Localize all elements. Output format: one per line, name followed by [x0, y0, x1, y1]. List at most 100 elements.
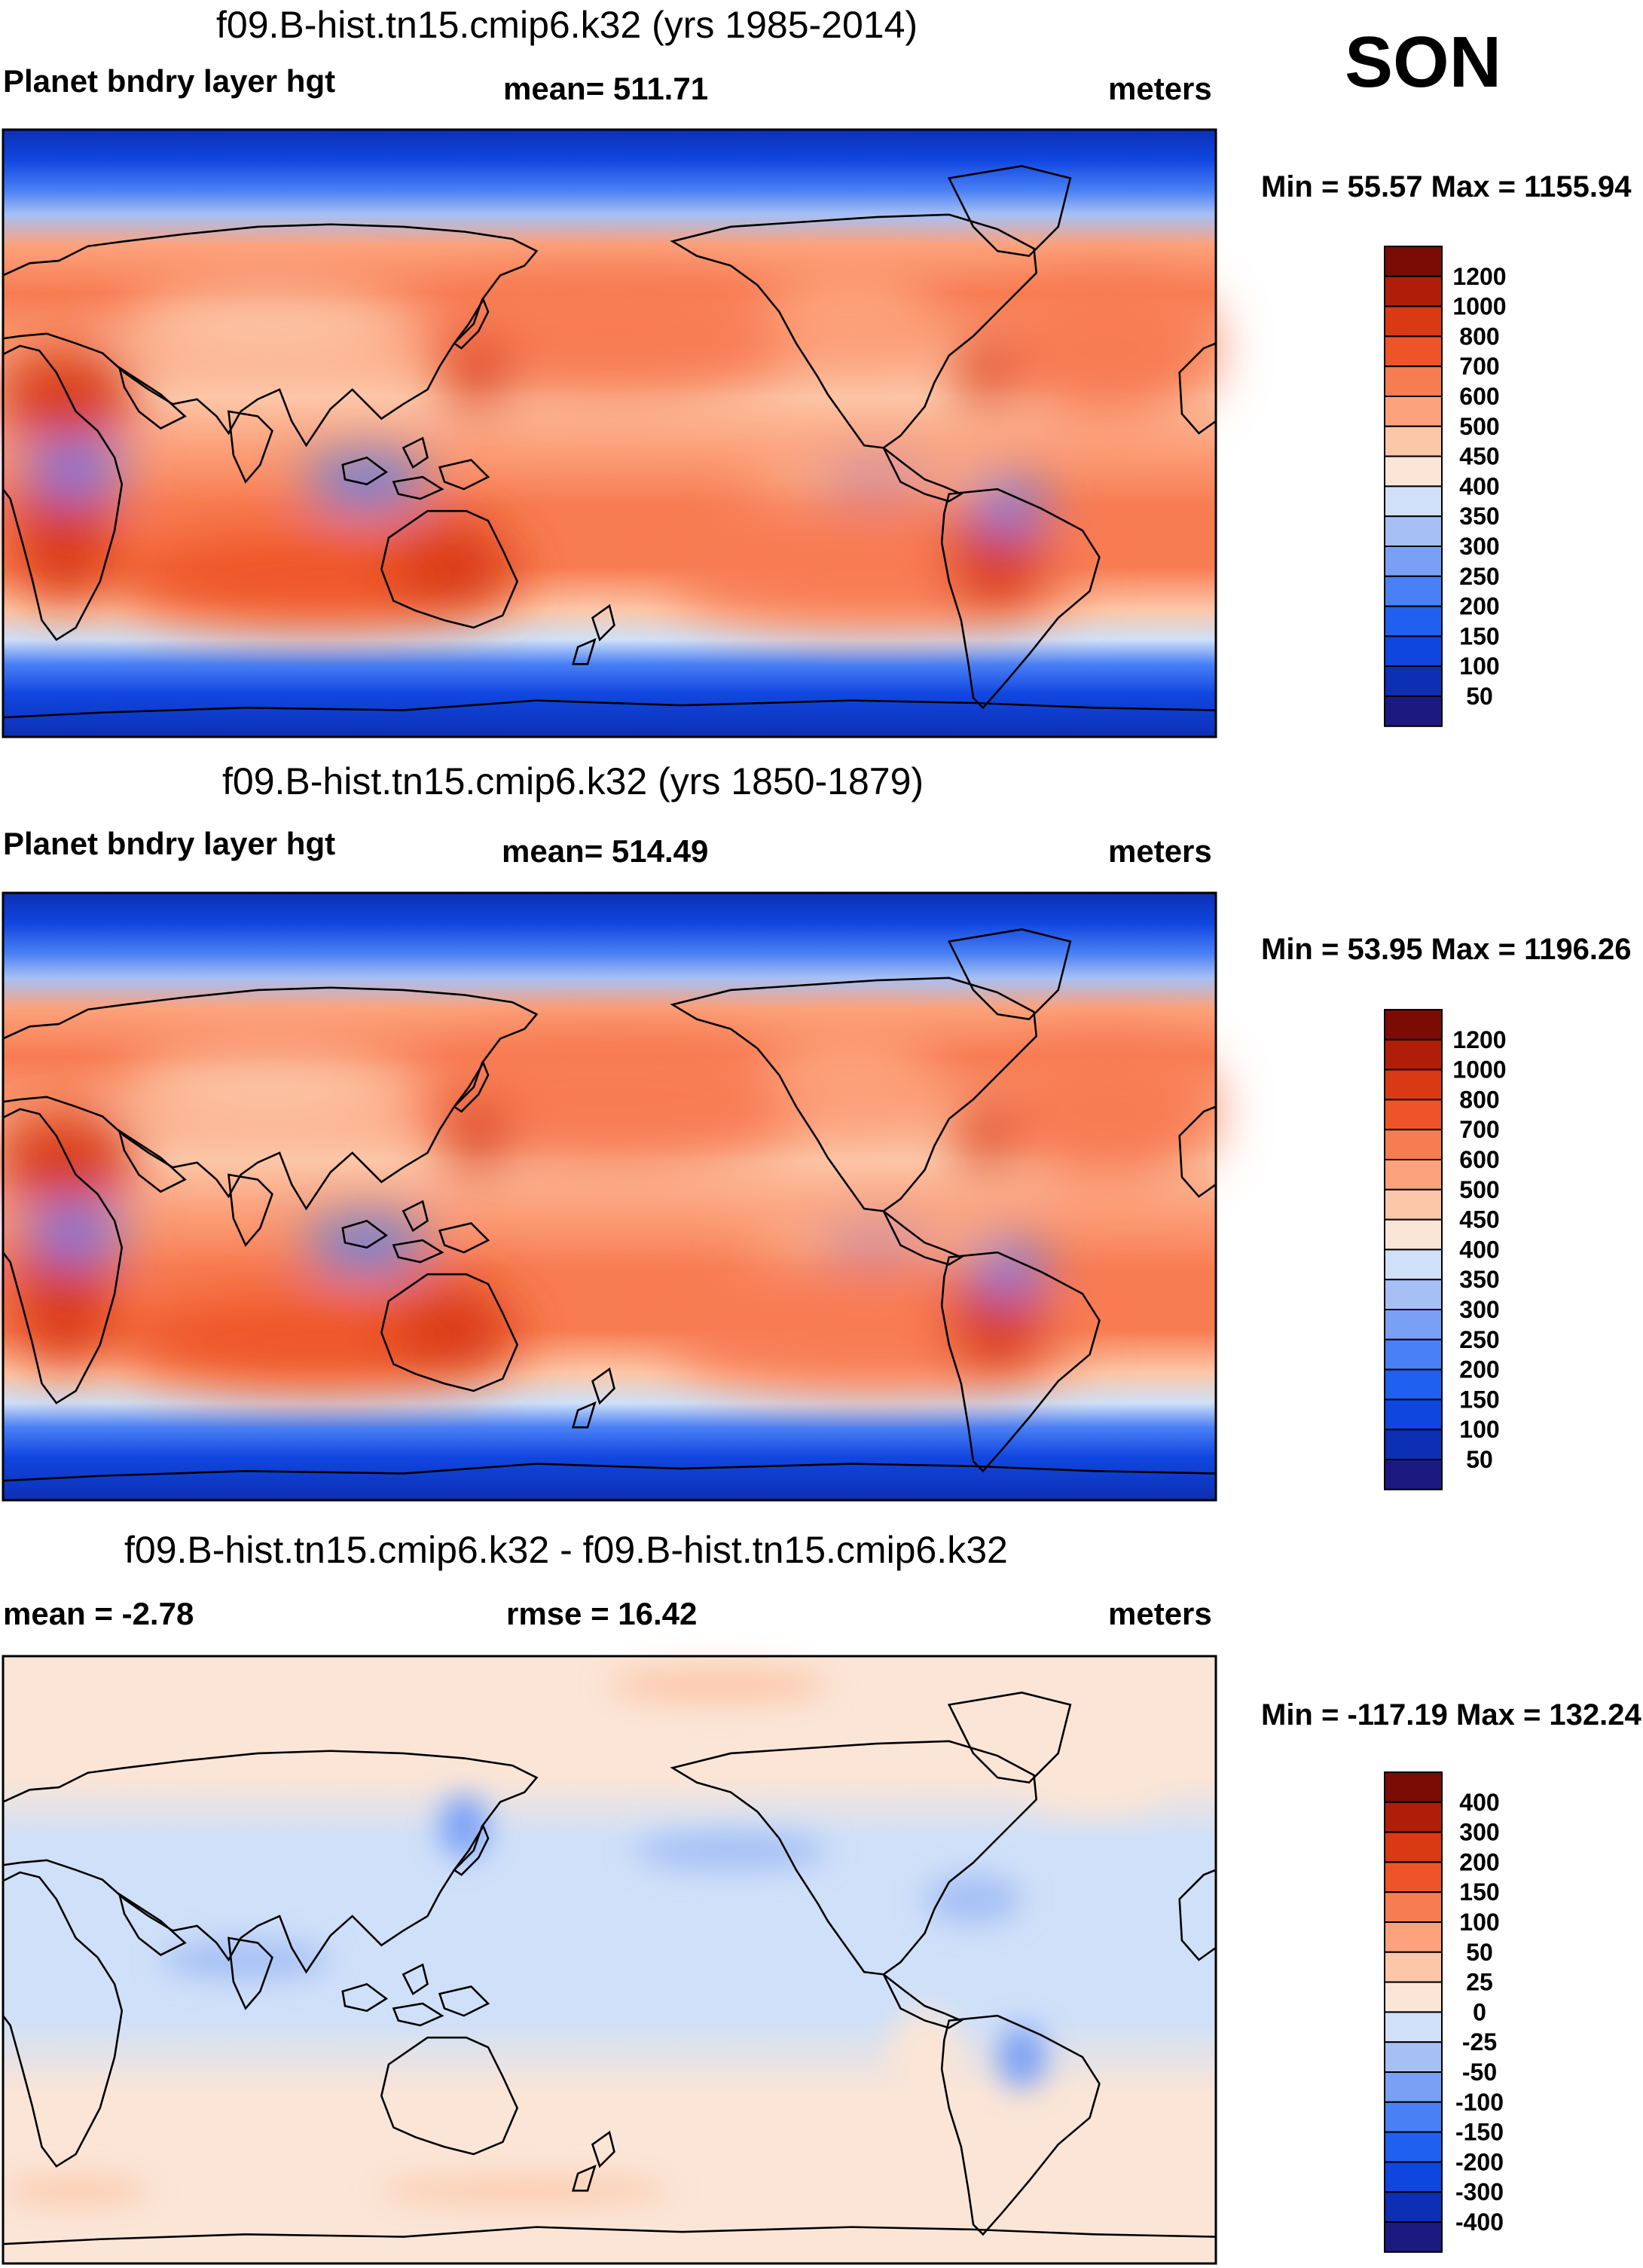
colorbar-2-tick-label: 250	[1459, 1326, 1499, 1353]
colorbar-2-tick-label: 150	[1459, 1386, 1499, 1413]
panel-1-field	[3, 130, 1216, 737]
colorbar-2-tick-label: 50	[1466, 1446, 1493, 1473]
colorbar-3-swatch	[1384, 2221, 1443, 2253]
panel-1-frame	[2, 128, 1217, 738]
colorbar-2-swatch	[1384, 1099, 1443, 1131]
colorbar-2-swatch	[1384, 1309, 1443, 1340]
colorbars: 1200100080070060050045040035030025020015…	[1384, 246, 1507, 2253]
colorbar-3-swatch	[1384, 1891, 1443, 1923]
colorbar-1-tick-label: 100	[1459, 653, 1499, 680]
colorbar-3-tick-label: 400	[1459, 1789, 1499, 1816]
colorbar-1-swatch	[1384, 396, 1443, 427]
colorbar-2-tick-label: 350	[1459, 1266, 1499, 1293]
colorbar-1-tick-label: 50	[1466, 683, 1493, 710]
colorbar-2-swatch	[1384, 1038, 1443, 1071]
colorbar-3-swatch	[1384, 1981, 1443, 2013]
panel-2-mean-label: mean= 514.49	[502, 833, 709, 869]
colorbar-1-swatch	[1384, 665, 1443, 698]
colorbar-2-tick-label: 200	[1459, 1356, 1499, 1383]
colorbar-3-swatch	[1384, 2131, 1443, 2163]
colorbar-1-tick-label: 250	[1459, 563, 1499, 590]
colorbar-2-swatch	[1384, 1459, 1443, 1490]
colorbar-1-swatch	[1384, 546, 1443, 577]
colorbar-3-tick-label: -200	[1455, 2148, 1504, 2175]
colorbar-2-swatch	[1384, 1068, 1443, 1101]
colorbar-2-tick-label: 450	[1459, 1206, 1499, 1233]
panel-2-field-features	[0, 1026, 1216, 1391]
colorbar-2-tick-label: 500	[1459, 1176, 1499, 1203]
panel-2-variable-label: Planet bndry layer hgt	[3, 826, 336, 861]
colorbar-3-tick-label: -25	[1462, 2028, 1497, 2056]
panel-1-map	[0, 128, 1217, 738]
panel-2-frame	[2, 891, 1217, 1502]
panel-1-field-features	[0, 263, 1216, 628]
panel-1-title: f09.B-hist.tn15.cmip6.k32 (yrs 1985-2014…	[216, 4, 918, 46]
colorbar-2-swatch	[1384, 1338, 1443, 1371]
colorbar-1-swatch	[1384, 246, 1443, 277]
colorbar-2-tick-label: 1200	[1452, 1026, 1506, 1053]
panel-1-minmax: Min = 55.57 Max = 1155.94	[1261, 170, 1632, 203]
panel-3-title: f09.B-hist.tn15.cmip6.k32 - f09.B-hist.t…	[124, 1529, 1008, 1571]
panel-3-units-label: meters	[1108, 1596, 1212, 1631]
colorbar-1-tick-label: 450	[1459, 443, 1499, 470]
colorbar-1-swatch	[1384, 425, 1443, 457]
colorbar-3-swatch	[1384, 2041, 1443, 2073]
colorbar-2-tick-label: 400	[1459, 1236, 1499, 1263]
colorbar-1-swatch	[1384, 455, 1443, 488]
colorbar-1-tick-label: 150	[1459, 622, 1499, 650]
colorbar-2-swatch	[1384, 1398, 1443, 1431]
panel-2-field	[3, 893, 1216, 1500]
colorbar-3-swatch	[1384, 1861, 1443, 1894]
colorbar-2-tick-label: 800	[1459, 1086, 1499, 1113]
panel-3-mean-label: mean = -2.78	[3, 1596, 194, 1631]
colorbar-3-swatch	[1384, 2101, 1443, 2133]
panel-2-minmax: Min = 53.95 Max = 1196.26	[1261, 933, 1632, 966]
colorbar-3-tick-label: 300	[1459, 1819, 1499, 1846]
colorbar-1-swatch	[1384, 695, 1443, 727]
colorbar-3-swatch	[1384, 1921, 1443, 1953]
colorbar-3-tick-label: 0	[1473, 1998, 1486, 2025]
colorbar-2-swatch	[1384, 1129, 1443, 1160]
colorbar-1-tick-label: 1000	[1452, 293, 1506, 320]
colorbar-3-swatch	[1384, 2161, 1443, 2193]
colorbar-1-swatch	[1384, 515, 1443, 548]
colorbar-3-tick-label: -300	[1455, 2178, 1504, 2205]
colorbar-3-swatch	[1384, 1771, 1443, 1803]
colorbar-2-swatch	[1384, 1279, 1443, 1310]
colorbar-1-swatch	[1384, 275, 1443, 307]
season-label: SON	[1345, 22, 1502, 102]
colorbar-1-swatch	[1384, 335, 1443, 368]
colorbar-1-tick-label: 500	[1459, 413, 1499, 440]
panel-3-minmax: Min = -117.19 Max = 132.24	[1261, 1698, 1641, 1732]
colorbar-2-swatch	[1384, 1429, 1443, 1460]
panel-2-title: f09.B-hist.tn15.cmip6.k32 (yrs 1850-1879…	[222, 760, 924, 802]
panel-1-mean-label: mean= 511.71	[503, 71, 709, 106]
colorbar-1-swatch	[1384, 605, 1443, 637]
colorbar-2-swatch	[1384, 1188, 1443, 1221]
colorbar-1-tick-label: 800	[1459, 322, 1499, 350]
colorbar-1-tick-label: 400	[1459, 472, 1499, 500]
colorbar-3-swatch	[1384, 2071, 1443, 2103]
panel-1-units-label: meters	[1108, 71, 1212, 106]
colorbar-3-tick-label: -50	[1462, 2059, 1497, 2086]
colorbar-3-tick-label: 25	[1466, 1969, 1493, 1996]
colorbar-1-tick-label: 300	[1459, 533, 1499, 560]
colorbar-3-tick-label: -400	[1455, 2208, 1504, 2236]
colorbar-1-tick-label: 350	[1459, 503, 1499, 530]
panel-3-map	[2, 1655, 1217, 2265]
panel-1-variable-label: Planet bndry layer hgt	[3, 63, 336, 99]
colorbar-3-tick-label: 100	[1459, 1909, 1499, 1936]
panel-2-map	[0, 891, 1217, 1502]
colorbar-1-tick-label: 600	[1459, 383, 1499, 410]
panel-2-units-label: meters	[1108, 833, 1212, 869]
colorbar-3-tick-label: 150	[1459, 1878, 1499, 1906]
panel-3-rmse-label: rmse = 16.42	[506, 1596, 698, 1631]
colorbar-3-swatch	[1384, 1801, 1443, 1833]
colorbar-2-tick-label: 300	[1459, 1296, 1499, 1323]
colorbar-2-swatch	[1384, 1159, 1443, 1191]
colorbar-2-swatch	[1384, 1218, 1443, 1251]
colorbar-2-tick-label: 700	[1459, 1116, 1499, 1143]
